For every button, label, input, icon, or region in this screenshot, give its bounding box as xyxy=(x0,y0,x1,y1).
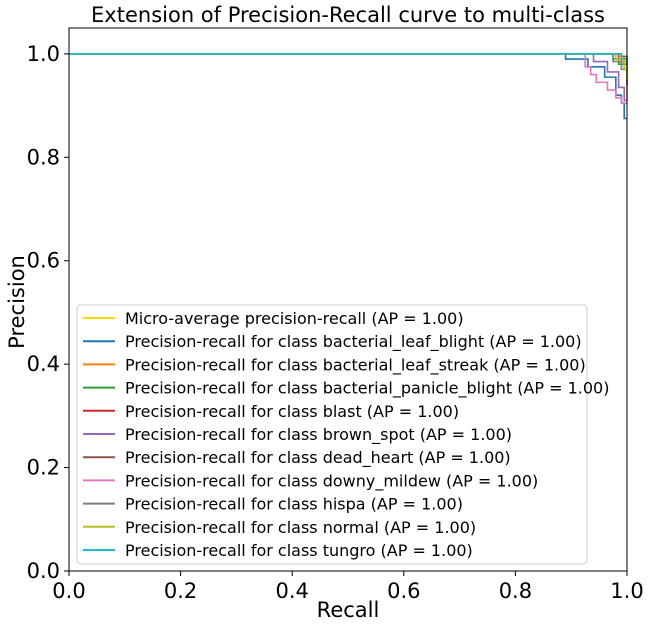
y-axis-label: Precision xyxy=(5,255,29,349)
chart-title: Extension of Precision-Recall curve to m… xyxy=(91,3,605,27)
series-line-8 xyxy=(69,53,627,104)
x-tick-label: 0.6 xyxy=(387,579,420,603)
x-tick-label: 1.0 xyxy=(610,579,643,603)
x-tick-label: 0.0 xyxy=(52,579,85,603)
y-tick-label: 1.0 xyxy=(27,42,60,66)
legend-entry: Precision-recall for class hispa (AP = 1… xyxy=(125,495,463,514)
legend-entry: Precision-recall for class bacterial_pan… xyxy=(125,379,609,399)
x-tick-label: 0.8 xyxy=(499,579,532,603)
legend-entry: Precision-recall for class tungro (AP = … xyxy=(125,541,473,560)
y-tick-label: 0.8 xyxy=(27,145,60,169)
x-axis-label: Recall xyxy=(317,598,380,622)
y-tick-label: 0.2 xyxy=(27,456,60,480)
legend-box xyxy=(76,304,588,565)
y-tick-label: 0.0 xyxy=(27,559,60,583)
legend-entry: Precision-recall for class blast (AP = 1… xyxy=(125,402,459,421)
legend-entry: Precision-recall for class bacterial_lea… xyxy=(125,332,582,352)
legend-entry: Precision-recall for class brown_spot (A… xyxy=(125,425,512,445)
series-line-6 xyxy=(69,53,627,102)
axes-frame xyxy=(68,27,628,572)
y-tick-label: 0.6 xyxy=(27,249,60,273)
legend-entry: Precision-recall for class bacterial_lea… xyxy=(125,355,586,375)
axes-layer: 0.0 0.2 0.4 0.6 0.8 1.0 0.0 0.2 0.4 0.6 0.8 1.0 xyxy=(27,27,644,603)
y-tick-label: 0.4 xyxy=(27,352,60,376)
legend-entry: Precision-recall for class normal (AP = … xyxy=(125,518,476,537)
legend-entry: Precision-recall for class downy_mildew … xyxy=(125,471,538,491)
legend: Micro-average precision-recall (AP = 1.0… xyxy=(76,304,609,565)
legend-entry: Micro-average precision-recall (AP = 1.0… xyxy=(125,309,464,328)
legend-entry: Precision-recall for class dead_heart (A… xyxy=(125,448,511,468)
x-tick-label: 0.4 xyxy=(275,579,308,603)
x-tick-label: 0.2 xyxy=(164,579,197,603)
